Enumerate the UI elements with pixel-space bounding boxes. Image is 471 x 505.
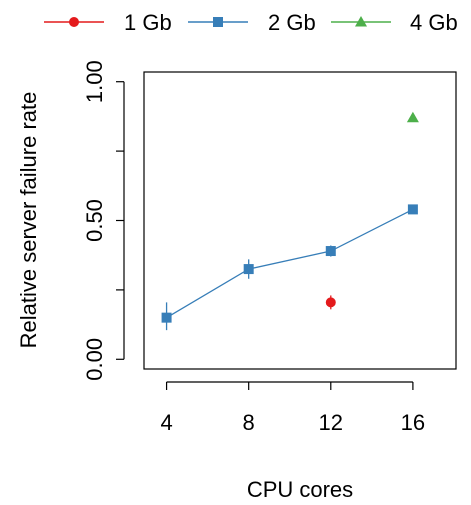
legend-marker (355, 16, 367, 27)
x-tick-label: 12 (319, 410, 343, 435)
x-tick-label: 4 (160, 410, 172, 435)
x-axis: 4 8 12 16 (160, 381, 425, 435)
series-layer (161, 111, 419, 331)
data-point (406, 111, 419, 123)
legend: 1 Gb 2 Gb 4 Gb (44, 10, 458, 35)
x-axis-label: CPU cores (247, 477, 353, 502)
y-axis-label: Relative server failure rate (16, 92, 41, 349)
y-tick-label: 0.00 (82, 338, 107, 381)
x-tick-label: 8 (243, 410, 255, 435)
y-axis: 0.00 0.50 1.00 (82, 60, 125, 381)
series-line (166, 208, 414, 319)
data-point (325, 246, 336, 257)
y-tick-label: 1.00 (82, 60, 107, 103)
x-tick-label: 16 (401, 410, 425, 435)
legend-item: 4 Gb (331, 10, 458, 35)
plot-area-border (143, 71, 457, 370)
legend-item: 2 Gb (188, 10, 316, 35)
y-tick-label: 0.50 (82, 199, 107, 242)
series-1-gb (325, 295, 336, 310)
series-4-gb (406, 111, 419, 123)
data-point (407, 204, 418, 215)
legend-label: 4 Gb (410, 10, 458, 35)
legend-label: 2 Gb (268, 10, 316, 35)
legend-item: 1 Gb (44, 10, 172, 35)
data-point (243, 264, 254, 275)
legend-marker (213, 17, 223, 27)
data-point (325, 297, 336, 308)
series-2-gb (161, 204, 418, 331)
legend-label: 1 Gb (124, 10, 172, 35)
data-point (161, 312, 172, 323)
legend-marker (69, 17, 79, 27)
